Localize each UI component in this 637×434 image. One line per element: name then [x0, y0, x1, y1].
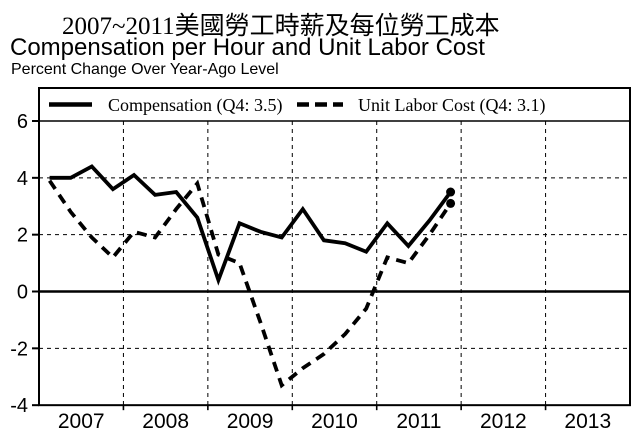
legend-label: Unit Labor Cost (Q4: 3.1) [358, 95, 545, 116]
y-tick-label: -2 [10, 338, 28, 360]
x-tick-label: 2009 [227, 410, 274, 433]
chart-units-note: Percent Change Over Year-Ago Level [11, 61, 279, 78]
y-tick-label: 2 [17, 225, 28, 247]
compensation-line [49, 164, 453, 286]
x-tick-label: 2013 [564, 410, 611, 433]
unit-labor-cost-end-marker [446, 198, 456, 208]
y-tick-label: 0 [17, 282, 28, 304]
y-tick-label: 6 [17, 111, 28, 133]
y-tick-label: -4 [10, 395, 28, 417]
x-tick-label: 2011 [396, 410, 441, 433]
y-tick-label: 4 [17, 168, 28, 190]
x-tick-label: 2007 [58, 410, 105, 433]
x-tick-label: 2010 [311, 410, 358, 433]
chart-frame [38, 87, 631, 407]
chart-main-title-cjk: 2007~2011美國勞工時薪及每位勞工成本 [62, 13, 500, 40]
x-tick-label: 2012 [480, 410, 527, 433]
compensation-end-marker [446, 187, 456, 197]
unit-labor-cost-line [48, 179, 453, 389]
legend-label: Compensation (Q4: 3.5) [108, 95, 282, 116]
chart-title-english: Compensation per Hour and Unit Labor Cos… [10, 34, 485, 61]
x-tick-label: 2008 [142, 410, 189, 433]
